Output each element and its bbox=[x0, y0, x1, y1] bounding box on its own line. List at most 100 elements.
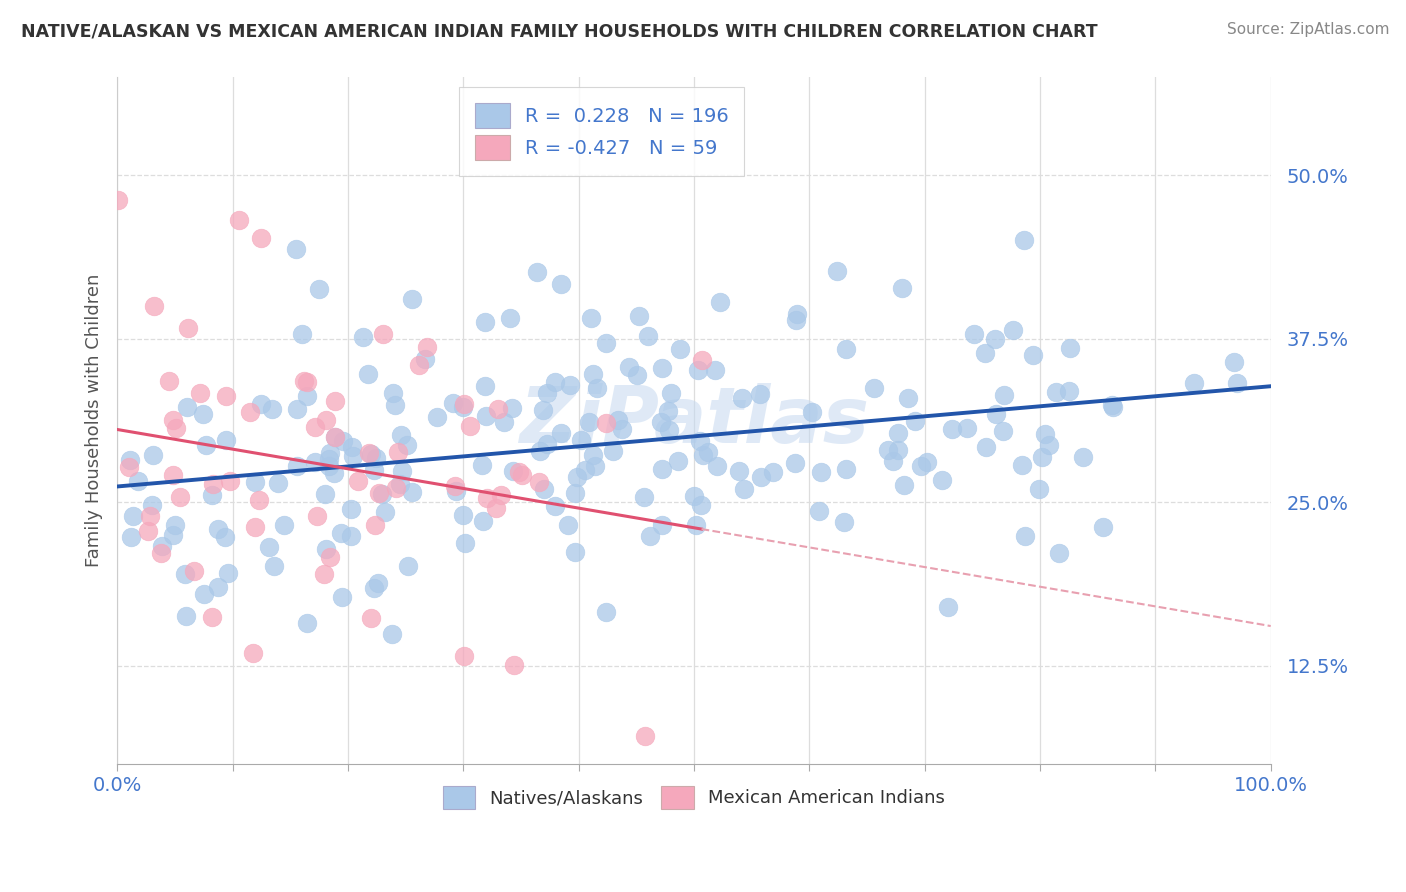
Point bbox=[322, 467, 344, 481]
Text: ZiPatlas: ZiPatlas bbox=[519, 383, 869, 458]
Point bbox=[332, 434, 354, 449]
Point bbox=[347, 474, 370, 488]
Point bbox=[247, 492, 270, 507]
Point bbox=[703, 362, 725, 376]
Point bbox=[558, 378, 581, 392]
Point bbox=[193, 587, 215, 601]
Point bbox=[183, 564, 205, 578]
Point bbox=[308, 282, 330, 296]
Point bbox=[1057, 384, 1080, 398]
Point bbox=[748, 387, 770, 401]
Point bbox=[304, 419, 326, 434]
Point bbox=[285, 402, 308, 417]
Point bbox=[284, 243, 307, 257]
Point bbox=[162, 467, 184, 482]
Point bbox=[219, 474, 242, 488]
Point bbox=[1223, 355, 1246, 369]
Point bbox=[214, 389, 236, 403]
Point bbox=[810, 465, 832, 479]
Point bbox=[382, 385, 405, 400]
Point bbox=[685, 518, 707, 533]
Point bbox=[582, 367, 605, 381]
Point bbox=[1182, 376, 1205, 390]
Point bbox=[536, 437, 558, 451]
Point bbox=[323, 430, 346, 444]
Point bbox=[835, 462, 858, 476]
Point bbox=[415, 340, 437, 354]
Point bbox=[581, 310, 603, 325]
Point bbox=[533, 482, 555, 496]
Point bbox=[1014, 528, 1036, 542]
Y-axis label: Family Households with Children: Family Households with Children bbox=[86, 274, 103, 567]
Point bbox=[583, 458, 606, 473]
Point bbox=[330, 590, 353, 604]
Point bbox=[595, 605, 617, 619]
Point bbox=[651, 360, 673, 375]
Point bbox=[367, 486, 389, 500]
Point bbox=[502, 464, 524, 478]
Point bbox=[503, 657, 526, 672]
Legend: Natives/Alaskans, Mexican American Indians: Natives/Alaskans, Mexican American India… bbox=[429, 772, 960, 823]
Point bbox=[638, 529, 661, 543]
Point bbox=[121, 509, 143, 524]
Point bbox=[451, 508, 474, 522]
Point bbox=[162, 413, 184, 427]
Point bbox=[595, 336, 617, 351]
Point bbox=[388, 477, 411, 491]
Point bbox=[250, 397, 273, 411]
Point bbox=[142, 299, 165, 313]
Point bbox=[388, 780, 411, 795]
Point bbox=[474, 315, 496, 329]
Point bbox=[658, 423, 681, 437]
Point bbox=[273, 518, 295, 533]
Point bbox=[974, 440, 997, 454]
Point bbox=[582, 448, 605, 462]
Point bbox=[627, 309, 650, 323]
Point bbox=[550, 425, 572, 440]
Point bbox=[453, 397, 475, 411]
Point bbox=[1226, 376, 1249, 390]
Point bbox=[207, 581, 229, 595]
Point bbox=[215, 434, 238, 448]
Point bbox=[107, 193, 129, 207]
Point bbox=[391, 464, 413, 478]
Point bbox=[489, 487, 512, 501]
Point bbox=[441, 396, 464, 410]
Point bbox=[887, 443, 910, 458]
Point bbox=[578, 415, 600, 429]
Point bbox=[323, 394, 346, 409]
Point bbox=[239, 405, 262, 419]
Point bbox=[340, 529, 363, 543]
Point bbox=[637, 328, 659, 343]
Point bbox=[825, 263, 848, 277]
Point bbox=[887, 425, 910, 440]
Point bbox=[444, 484, 467, 499]
Point bbox=[297, 376, 319, 390]
Point bbox=[342, 449, 364, 463]
Point bbox=[650, 462, 672, 476]
Point bbox=[682, 490, 704, 504]
Point bbox=[564, 486, 586, 500]
Point bbox=[692, 448, 714, 462]
Point bbox=[136, 524, 159, 538]
Point bbox=[142, 448, 165, 462]
Point bbox=[475, 491, 498, 506]
Point bbox=[910, 458, 932, 473]
Point bbox=[651, 518, 673, 533]
Point bbox=[177, 320, 200, 334]
Point bbox=[492, 415, 515, 429]
Point bbox=[401, 292, 423, 306]
Point bbox=[195, 438, 218, 452]
Point bbox=[801, 405, 824, 419]
Point bbox=[731, 391, 754, 405]
Point bbox=[749, 470, 772, 484]
Point bbox=[689, 434, 711, 448]
Point bbox=[606, 413, 628, 427]
Point bbox=[485, 501, 508, 516]
Point bbox=[292, 374, 315, 388]
Point bbox=[120, 453, 142, 467]
Point bbox=[807, 504, 830, 518]
Point bbox=[340, 501, 363, 516]
Point bbox=[565, 470, 588, 484]
Point bbox=[762, 465, 785, 479]
